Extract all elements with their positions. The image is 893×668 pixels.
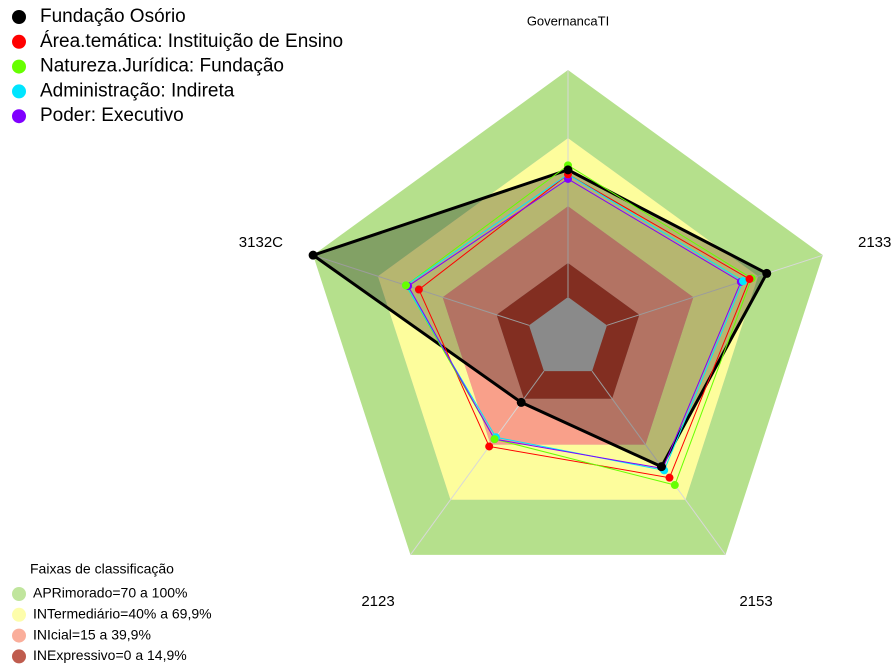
band-inner <box>529 297 607 372</box>
series-point <box>739 277 748 286</box>
series-area <box>309 168 769 469</box>
legend-marker <box>12 109 26 124</box>
axis-label: 3132C <box>239 234 283 251</box>
series-point <box>670 481 679 490</box>
series-area <box>407 178 742 470</box>
band-legend-label: INExpressivo=0 a 14,9% <box>33 647 187 663</box>
series-point <box>516 397 526 407</box>
axis-label: 2133 <box>858 234 891 251</box>
series-point <box>308 250 318 260</box>
series-point <box>490 435 499 444</box>
series-area <box>418 173 751 479</box>
spoke <box>591 370 726 556</box>
band-legend-label: INIcial=15 a 39,9% <box>33 626 151 642</box>
legend-label: Administração: Indireta <box>40 80 235 101</box>
axis-label: 2153 <box>739 593 772 610</box>
series-point <box>563 165 573 175</box>
legend-label: Natureza.Jurídica: Fundação <box>40 56 284 77</box>
legend-label: Área.temática: Instituição de Ensino <box>40 31 343 52</box>
axis-label: 2123 <box>361 593 394 610</box>
legend-label: Poder: Executivo <box>40 105 184 126</box>
legend-marker <box>12 84 26 99</box>
series-point <box>745 275 754 284</box>
axis-label: GovernancaTI <box>527 13 609 28</box>
legend-marker <box>12 34 26 49</box>
bands-title: Faixas de classificação <box>30 561 174 577</box>
legend-marker <box>12 59 26 74</box>
series-point <box>656 462 666 472</box>
band-legend-marker <box>12 628 26 643</box>
series-point <box>414 285 423 294</box>
legend-label: Fundação Osório <box>40 6 186 27</box>
band-legend-label: APRimorado=70 a 100% <box>33 585 188 601</box>
band-legend-marker <box>12 607 26 622</box>
series-point <box>665 473 674 482</box>
series-area <box>405 164 753 486</box>
series-point <box>401 281 410 290</box>
band-legend-label: INTermediário=40% a 69,9% <box>33 606 212 622</box>
band-legend-marker <box>12 587 26 601</box>
legend-marker <box>12 10 26 24</box>
spoke <box>606 254 824 326</box>
band-legend-marker <box>12 649 26 664</box>
series-point <box>762 268 772 278</box>
series-point <box>485 442 494 451</box>
